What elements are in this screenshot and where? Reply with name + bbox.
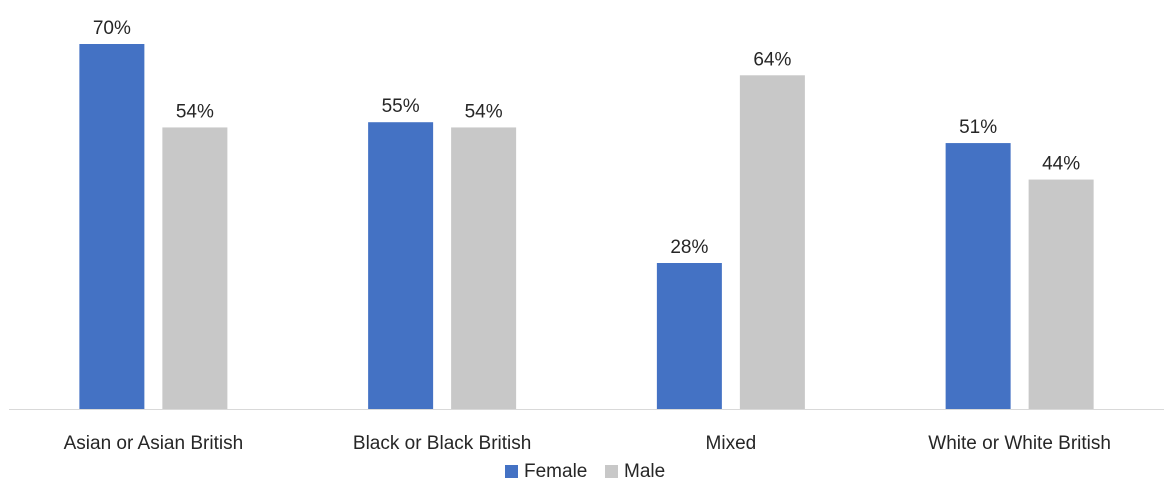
bar-male-asian-or-asian-british [162, 127, 228, 409]
x-tick-label-asian-or-asian-british: Asian or Asian British [64, 433, 244, 454]
data-label-female-white-or-white-british: 51% [959, 117, 997, 138]
legend: Female Male [505, 461, 665, 482]
data-label-male-mixed: 64% [753, 49, 791, 70]
legend-label-female: Female [524, 461, 587, 482]
legend-item-female: Female [505, 461, 587, 482]
x-tick-label-black-or-black-british: Black or Black British [353, 433, 531, 454]
data-label-female-asian-or-asian-british: 70% [93, 18, 131, 39]
bar-female-white-or-white-british [945, 143, 1011, 410]
bar-female-black-or-black-british [368, 122, 434, 409]
x-tick-label-mixed: Mixed [706, 433, 757, 454]
data-label-male-black-or-black-british: 54% [465, 101, 503, 122]
legend-swatch-female [505, 465, 518, 478]
bars-group [79, 44, 1094, 410]
data-label-male-asian-or-asian-british: 54% [176, 101, 214, 122]
data-label-male-white-or-white-british: 44% [1042, 154, 1080, 175]
x-tick-label-white-or-white-british: White or White British [928, 433, 1111, 454]
data-labels-group: 70% 54% 55% 54% 28% 64% 51% 44% [93, 18, 1080, 258]
bar-female-asian-or-asian-british [79, 44, 145, 409]
bar-male-mixed [739, 75, 805, 410]
legend-label-male: Male [624, 461, 665, 482]
data-label-female-black-or-black-british: 55% [382, 96, 420, 117]
legend-item-male: Male [605, 461, 665, 482]
bar-male-white-or-white-british [1028, 179, 1094, 409]
tick-labels-group: Asian or Asian British Black or Black Bri… [64, 433, 1111, 454]
bar-female-mixed [656, 263, 722, 409]
data-label-female-mixed: 28% [670, 237, 708, 258]
bar-male-black-or-black-british [451, 127, 517, 409]
legend-swatch-male [605, 465, 618, 478]
